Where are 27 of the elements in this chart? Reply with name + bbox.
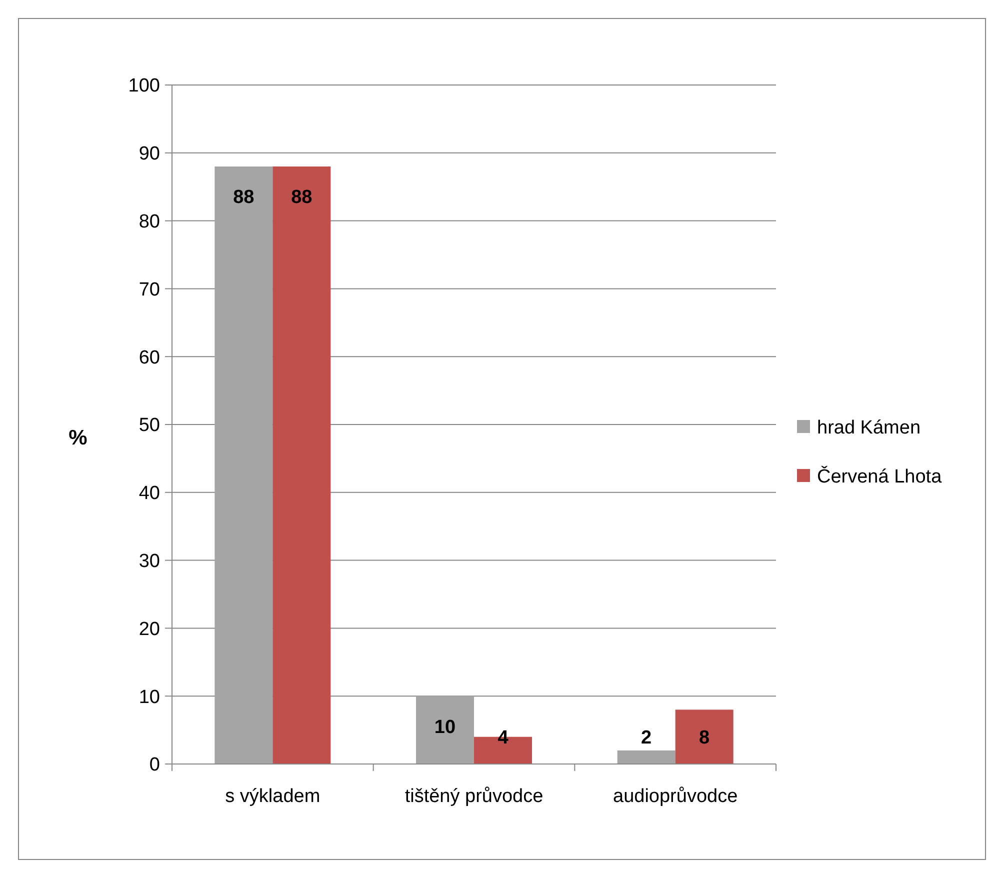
x-tick-label: tištěný průvodce bbox=[404, 786, 544, 807]
bar bbox=[617, 750, 676, 764]
bar bbox=[272, 166, 331, 764]
y-tick-label: 90 bbox=[138, 144, 160, 165]
y-tick-label: 60 bbox=[138, 347, 160, 368]
data-label: 2 bbox=[641, 728, 652, 749]
y-tick-label: 30 bbox=[138, 550, 160, 572]
x-tick-label: audioprůvodce bbox=[613, 786, 738, 807]
bar bbox=[675, 710, 734, 764]
data-label: 88 bbox=[233, 187, 254, 208]
y-tick-label: 10 bbox=[138, 686, 160, 708]
y-tick-label: 20 bbox=[138, 618, 160, 640]
data-label: 10 bbox=[434, 716, 456, 738]
bar bbox=[416, 696, 474, 764]
y-tick-label: 70 bbox=[138, 279, 160, 300]
x-tick-label: s výkladem bbox=[225, 786, 320, 807]
data-label: 88 bbox=[291, 187, 312, 208]
bar bbox=[214, 166, 273, 764]
y-tick-label: 50 bbox=[138, 415, 160, 436]
y-tick-label: 0 bbox=[149, 754, 160, 776]
y-tick-label: 40 bbox=[138, 483, 160, 504]
legend-label: Červená Lhota bbox=[817, 466, 942, 488]
legend-label: hrad Kámen bbox=[817, 418, 921, 439]
y-tick-label: 100 bbox=[128, 76, 160, 97]
data-label: 8 bbox=[699, 728, 710, 749]
y-axis-title: % bbox=[68, 426, 88, 450]
y-tick-label: 80 bbox=[138, 211, 160, 232]
